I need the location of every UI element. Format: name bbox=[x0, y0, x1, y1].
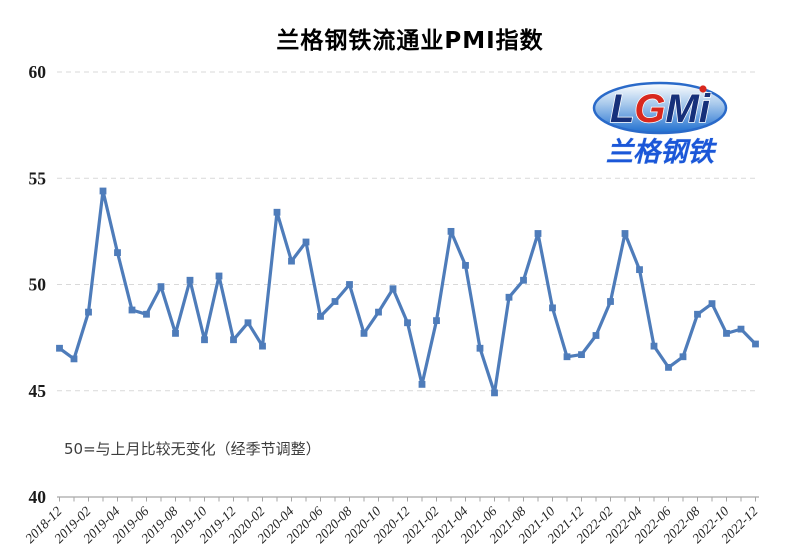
data-point-marker bbox=[650, 342, 658, 350]
data-point-marker bbox=[679, 353, 687, 361]
data-point-marker bbox=[201, 336, 208, 344]
data-point-marker bbox=[578, 351, 585, 359]
data-point-marker bbox=[56, 344, 63, 352]
logo-i-dot-icon bbox=[699, 85, 707, 93]
data-point-marker bbox=[389, 285, 397, 293]
y-axis-label: 50 bbox=[29, 275, 47, 295]
baseline-note: 50=与上月比较无变化（经季节调整） bbox=[64, 440, 321, 458]
logo-acronym: LGMi bbox=[610, 87, 711, 131]
data-point-marker bbox=[694, 310, 701, 318]
data-point-marker bbox=[592, 332, 600, 339]
data-point-marker bbox=[317, 312, 324, 320]
data-point-marker bbox=[331, 298, 339, 305]
data-point-marker bbox=[157, 283, 165, 291]
logo-caption: 兰格钢铁 bbox=[606, 137, 718, 168]
data-point-marker bbox=[549, 304, 556, 312]
y-axis-label: 60 bbox=[29, 62, 47, 82]
data-point-marker bbox=[476, 344, 484, 352]
data-point-marker bbox=[360, 329, 368, 337]
logo-letter-g: G bbox=[634, 87, 665, 131]
data-point-marker bbox=[708, 300, 716, 308]
data-point-marker bbox=[70, 355, 78, 363]
data-point-marker bbox=[143, 310, 150, 318]
data-point-marker bbox=[636, 266, 643, 274]
logo-letter-i: i bbox=[699, 87, 711, 131]
data-point-marker bbox=[723, 329, 730, 337]
data-point-marker bbox=[404, 319, 411, 327]
pmi-series-line bbox=[57, 189, 758, 395]
data-point-marker bbox=[534, 230, 542, 237]
data-point-marker bbox=[288, 257, 295, 265]
logo-letter-l: L bbox=[610, 87, 634, 131]
y-axis-label: 55 bbox=[29, 168, 47, 188]
data-point-marker bbox=[563, 353, 571, 361]
data-point-marker bbox=[172, 329, 179, 337]
data-point-marker bbox=[85, 308, 92, 316]
data-point-marker bbox=[520, 276, 527, 284]
data-point-marker bbox=[230, 336, 237, 344]
data-point-marker bbox=[621, 230, 629, 237]
data-point-marker bbox=[433, 317, 440, 325]
data-point-marker bbox=[607, 298, 614, 305]
logo-ellipse-icon bbox=[592, 81, 728, 135]
data-point-marker bbox=[302, 238, 310, 246]
logo-letter-m: M bbox=[666, 87, 701, 131]
data-point-marker bbox=[737, 325, 745, 333]
data-point-marker bbox=[128, 306, 136, 314]
data-point-marker bbox=[491, 389, 498, 397]
lgmi-logo: LGMi 兰格钢铁 bbox=[578, 80, 738, 172]
data-point-marker bbox=[273, 208, 281, 216]
data-point-marker bbox=[114, 249, 121, 257]
data-point-marker bbox=[462, 261, 469, 269]
data-point-marker bbox=[505, 293, 513, 301]
data-point-marker bbox=[447, 227, 455, 235]
data-point-marker bbox=[665, 363, 672, 371]
data-point-marker bbox=[346, 281, 353, 288]
chart-title: 兰格钢铁流通业PMI指数 bbox=[276, 28, 544, 54]
y-axis-label: 45 bbox=[29, 381, 47, 401]
data-point-marker bbox=[418, 380, 426, 388]
data-point-marker bbox=[186, 276, 194, 284]
data-point-marker bbox=[244, 319, 252, 327]
data-point-marker bbox=[375, 308, 382, 316]
data-point-marker bbox=[259, 342, 266, 350]
data-point-marker bbox=[215, 272, 223, 280]
data-point-marker bbox=[99, 187, 107, 195]
data-point-marker bbox=[752, 340, 759, 348]
y-axis-label: 40 bbox=[29, 487, 47, 507]
